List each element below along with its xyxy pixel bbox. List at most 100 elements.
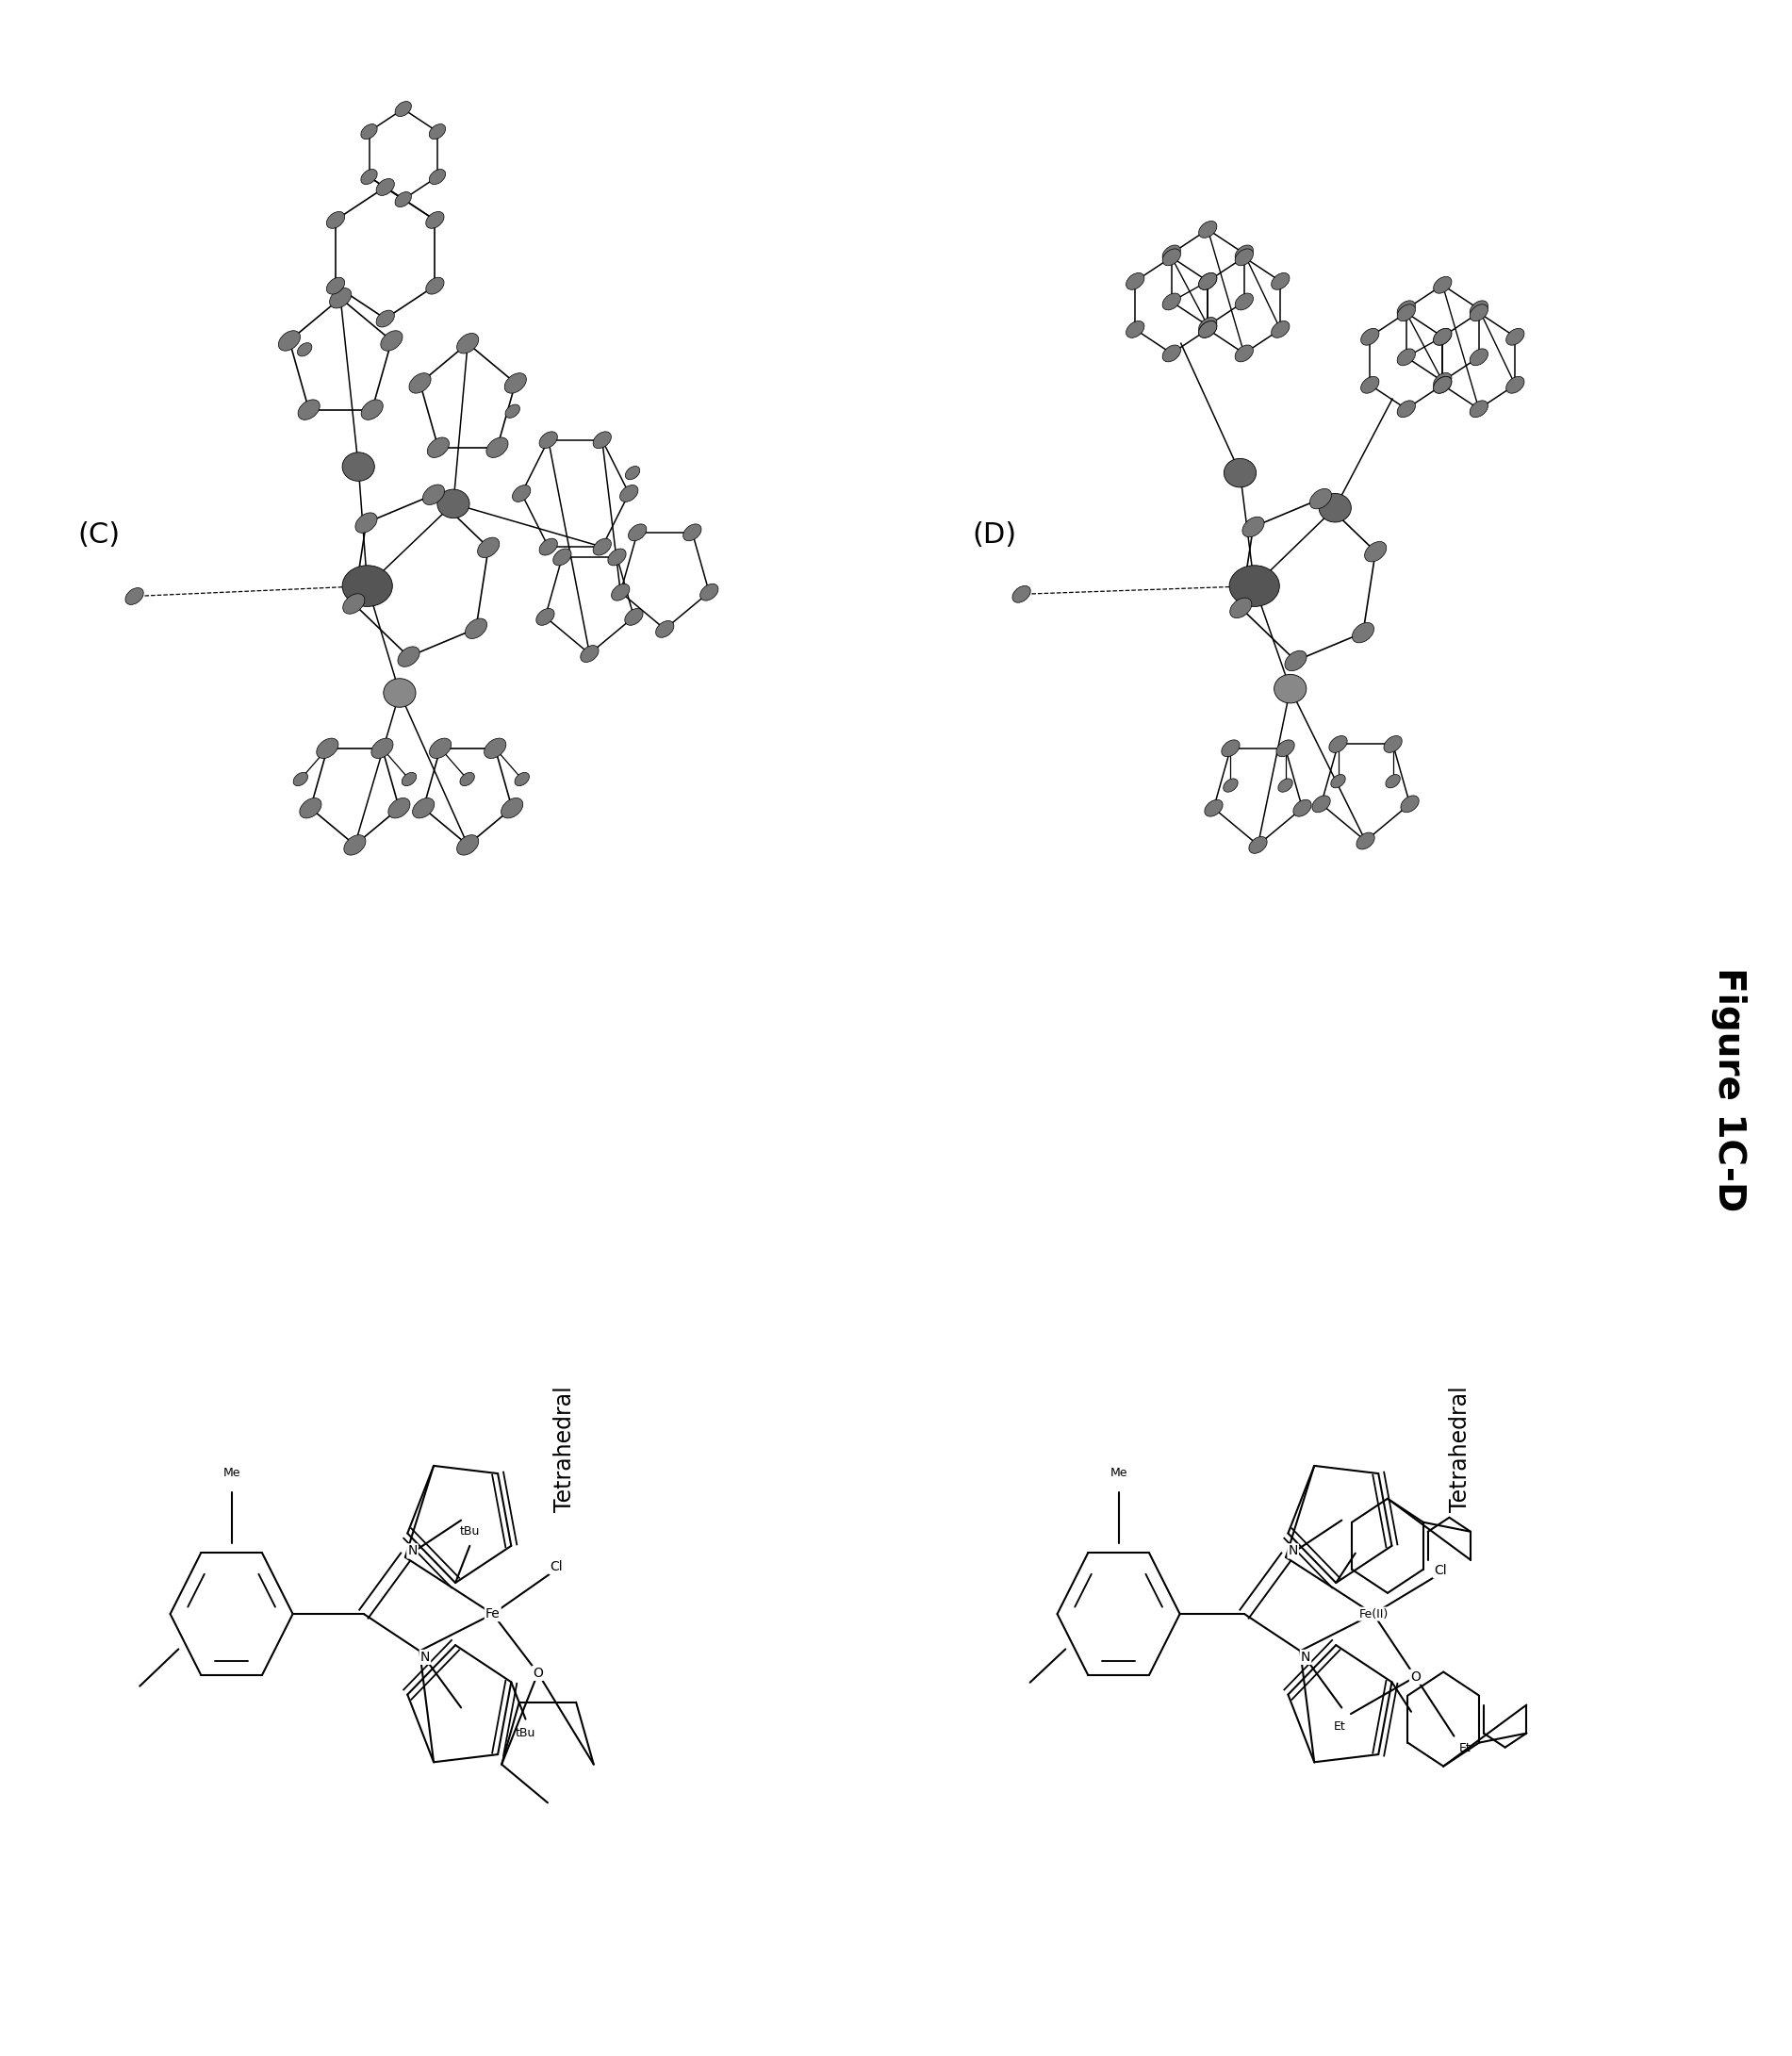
- Ellipse shape: [593, 432, 611, 448]
- Ellipse shape: [1353, 623, 1374, 644]
- Ellipse shape: [486, 438, 509, 458]
- Ellipse shape: [1224, 779, 1238, 792]
- Ellipse shape: [1505, 376, 1525, 393]
- Ellipse shape: [1434, 278, 1452, 294]
- Ellipse shape: [423, 485, 444, 506]
- Ellipse shape: [1312, 796, 1330, 812]
- Ellipse shape: [344, 835, 366, 855]
- Ellipse shape: [1199, 273, 1217, 290]
- Ellipse shape: [380, 331, 403, 352]
- Text: O: O: [1410, 1669, 1421, 1684]
- Ellipse shape: [326, 278, 344, 294]
- Ellipse shape: [625, 609, 643, 625]
- Ellipse shape: [317, 738, 339, 759]
- Ellipse shape: [1469, 401, 1487, 417]
- Ellipse shape: [514, 773, 529, 785]
- Ellipse shape: [536, 609, 554, 625]
- Ellipse shape: [299, 798, 321, 818]
- Ellipse shape: [1278, 779, 1292, 792]
- Ellipse shape: [484, 738, 505, 759]
- Ellipse shape: [593, 539, 611, 555]
- Ellipse shape: [426, 212, 444, 228]
- Text: tBu: tBu: [459, 1526, 480, 1538]
- Ellipse shape: [1199, 273, 1217, 290]
- Text: Et: Et: [1459, 1741, 1471, 1754]
- Ellipse shape: [1398, 304, 1416, 321]
- Ellipse shape: [1235, 345, 1253, 362]
- Text: Tetrahedral: Tetrahedral: [554, 1386, 575, 1513]
- Ellipse shape: [620, 485, 638, 502]
- Text: (D): (D): [973, 520, 1016, 549]
- Ellipse shape: [428, 123, 446, 140]
- Ellipse shape: [539, 432, 557, 448]
- Ellipse shape: [1199, 222, 1217, 238]
- Ellipse shape: [1398, 401, 1416, 417]
- Ellipse shape: [505, 372, 527, 393]
- Ellipse shape: [371, 738, 392, 759]
- Text: Me: Me: [222, 1468, 240, 1480]
- Ellipse shape: [1434, 376, 1452, 393]
- Ellipse shape: [1242, 516, 1263, 537]
- Ellipse shape: [426, 438, 450, 458]
- Text: N: N: [1288, 1544, 1297, 1558]
- Ellipse shape: [1398, 300, 1416, 317]
- Ellipse shape: [389, 798, 410, 818]
- Ellipse shape: [1271, 321, 1290, 337]
- Text: Cl: Cl: [1434, 1565, 1446, 1577]
- Ellipse shape: [412, 798, 434, 818]
- Ellipse shape: [505, 405, 520, 417]
- Ellipse shape: [383, 678, 416, 707]
- Ellipse shape: [1357, 833, 1374, 849]
- Ellipse shape: [1331, 775, 1346, 787]
- Ellipse shape: [1505, 329, 1525, 345]
- Ellipse shape: [394, 101, 412, 117]
- Ellipse shape: [297, 399, 319, 419]
- Ellipse shape: [1199, 317, 1217, 333]
- Ellipse shape: [1222, 740, 1240, 757]
- Ellipse shape: [457, 333, 478, 354]
- Ellipse shape: [1125, 321, 1145, 337]
- Ellipse shape: [611, 584, 629, 600]
- Ellipse shape: [1330, 736, 1348, 752]
- Ellipse shape: [656, 621, 674, 637]
- Ellipse shape: [1199, 321, 1217, 337]
- Ellipse shape: [683, 524, 701, 541]
- Ellipse shape: [1434, 329, 1452, 345]
- Ellipse shape: [1163, 294, 1181, 310]
- Ellipse shape: [466, 619, 487, 639]
- Ellipse shape: [342, 452, 375, 481]
- Ellipse shape: [1469, 300, 1487, 317]
- Ellipse shape: [1360, 376, 1380, 393]
- Ellipse shape: [1319, 493, 1351, 522]
- Ellipse shape: [125, 588, 143, 604]
- Text: Cl: Cl: [550, 1561, 563, 1573]
- Ellipse shape: [355, 512, 376, 533]
- Ellipse shape: [1276, 740, 1294, 757]
- Ellipse shape: [625, 467, 640, 479]
- Ellipse shape: [513, 485, 530, 502]
- Ellipse shape: [294, 773, 308, 785]
- Ellipse shape: [701, 584, 719, 600]
- Ellipse shape: [330, 288, 351, 308]
- Text: Fe(II): Fe(II): [1358, 1608, 1389, 1620]
- Ellipse shape: [1163, 249, 1181, 265]
- Ellipse shape: [1163, 345, 1181, 362]
- Ellipse shape: [426, 278, 444, 294]
- Ellipse shape: [1398, 350, 1416, 366]
- Ellipse shape: [1224, 458, 1256, 487]
- Ellipse shape: [342, 565, 392, 607]
- Ellipse shape: [428, 169, 446, 185]
- Ellipse shape: [297, 343, 312, 356]
- Text: Tetrahedral: Tetrahedral: [1450, 1386, 1471, 1513]
- Ellipse shape: [1235, 249, 1253, 265]
- Ellipse shape: [278, 331, 301, 352]
- Ellipse shape: [430, 738, 452, 759]
- Text: Me: Me: [1109, 1468, 1127, 1480]
- Ellipse shape: [1229, 565, 1279, 607]
- Ellipse shape: [376, 179, 394, 195]
- Text: Figure 1C-D: Figure 1C-D: [1711, 968, 1747, 1211]
- Ellipse shape: [1235, 245, 1253, 261]
- Ellipse shape: [1235, 294, 1253, 310]
- Ellipse shape: [360, 123, 378, 140]
- Ellipse shape: [362, 399, 383, 419]
